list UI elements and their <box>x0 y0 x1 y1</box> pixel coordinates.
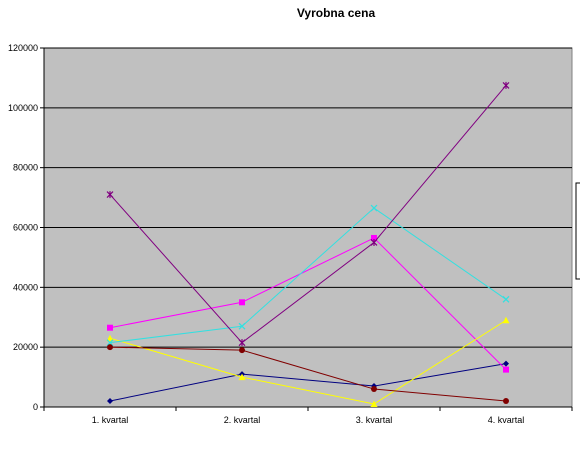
series-line <box>109 207 507 344</box>
data-point <box>502 295 510 303</box>
series-line <box>109 85 507 344</box>
legend-box <box>575 182 580 280</box>
series-6 <box>107 344 509 405</box>
series-line <box>109 319 507 405</box>
data-point <box>238 322 246 330</box>
series-line <box>109 346 507 402</box>
x-tick-label: 4. kvartal <box>488 415 525 425</box>
y-tick-label: 20000 <box>13 342 38 352</box>
series-2 <box>107 234 509 373</box>
data-point <box>238 373 246 381</box>
x-tick-label: 3. kvartal <box>356 415 393 425</box>
x-tick-label: 2. kvartal <box>224 415 261 425</box>
y-tick-label: 80000 <box>13 163 38 173</box>
data-point <box>371 234 377 241</box>
series-group <box>106 81 510 408</box>
data-point <box>370 400 378 408</box>
data-point <box>503 360 509 367</box>
data-point <box>238 339 246 347</box>
y-tick-label: 0 <box>33 402 38 412</box>
series-line <box>109 237 507 370</box>
data-point <box>503 398 509 405</box>
data-point <box>503 366 509 373</box>
data-point <box>107 398 113 405</box>
y-tick-label: 100000 <box>8 103 38 113</box>
series-3 <box>106 316 510 408</box>
data-point <box>239 299 245 306</box>
x-tick-label: 1. kvartal <box>92 415 129 425</box>
data-point <box>107 324 113 331</box>
y-axis: 0 20000 40000 60000 80000 100000 120000 <box>8 43 45 412</box>
chart-title: Vyrobna cena <box>297 6 376 20</box>
data-point <box>502 316 510 324</box>
y-tick-label: 120000 <box>8 43 38 53</box>
data-point <box>370 204 378 212</box>
data-point <box>502 81 510 89</box>
data-point <box>106 339 114 347</box>
y-tick-label: 40000 <box>13 282 38 292</box>
series-5 <box>106 81 510 347</box>
data-point <box>370 238 378 246</box>
data-point <box>371 386 377 393</box>
series-line <box>109 363 507 402</box>
legend <box>575 182 580 280</box>
data-point <box>106 191 114 199</box>
data-point <box>107 344 113 351</box>
y-tick-label: 60000 <box>13 223 38 233</box>
data-point <box>239 347 245 354</box>
data-point <box>106 334 114 342</box>
series-4 <box>106 204 510 347</box>
x-axis: 1. kvartal 2. kvartal 3. kvartal 4. kvartal <box>43 406 573 425</box>
